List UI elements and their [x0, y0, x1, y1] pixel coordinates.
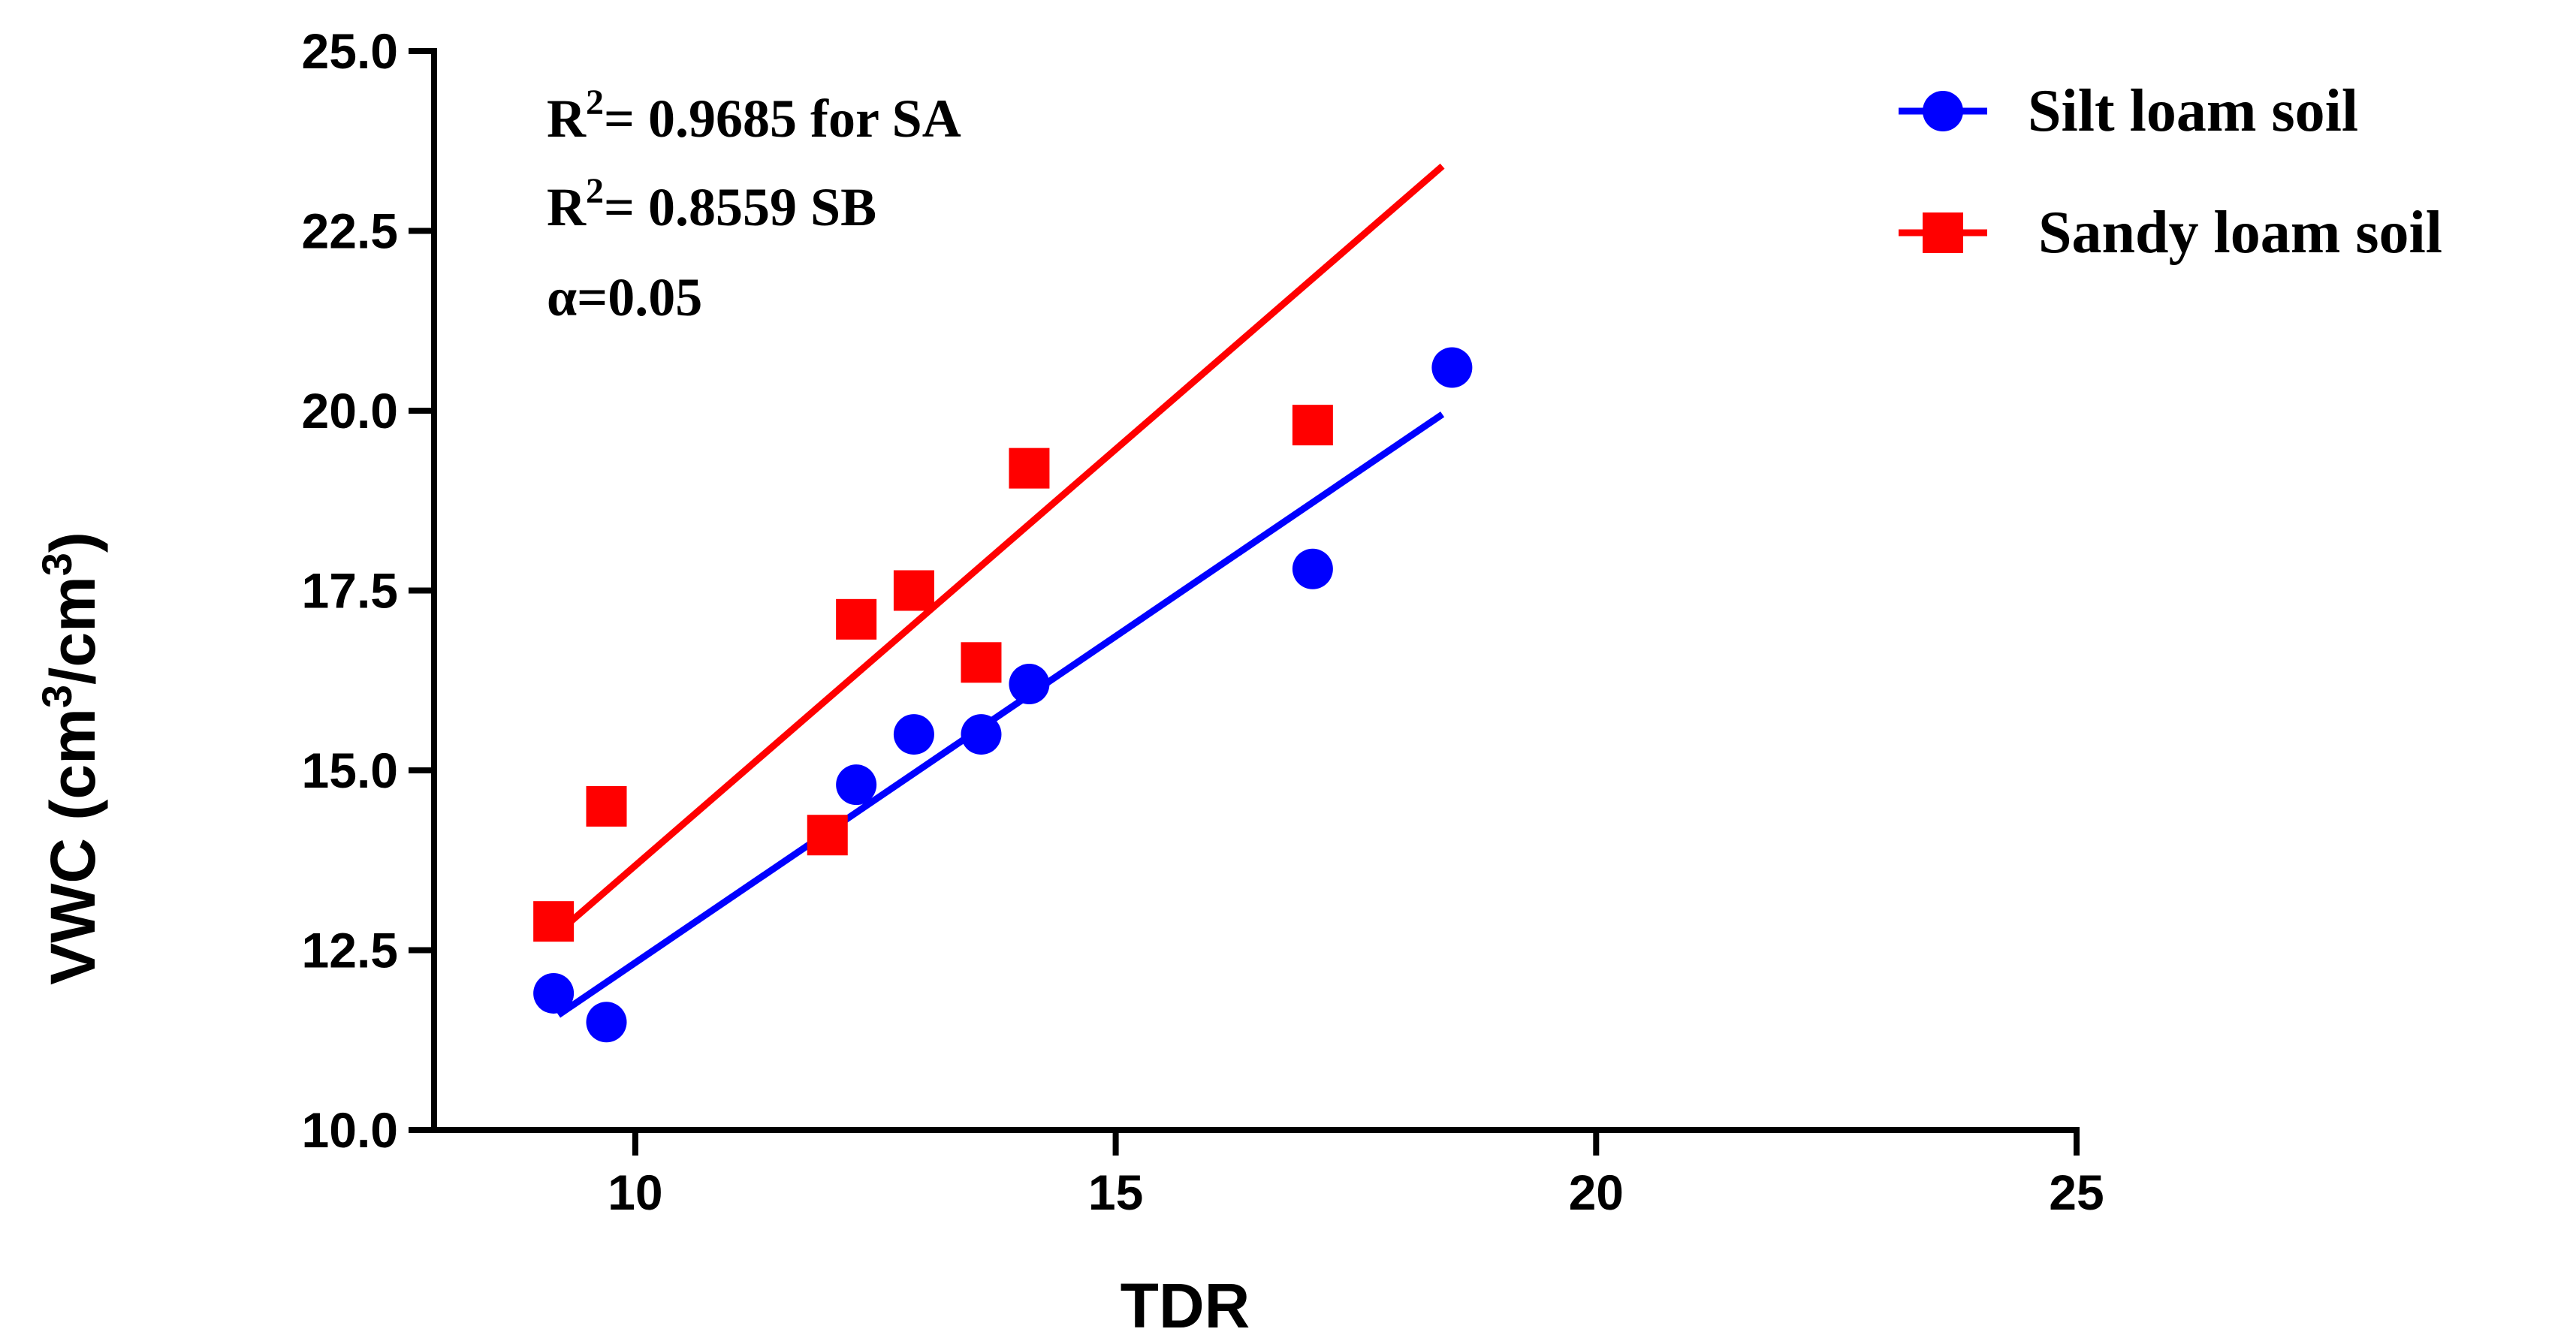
x-axis-ticks: 10 15 20 25	[608, 1130, 2104, 1220]
y-axis-ticks: 10.0 12.5 15.0 17.5 20.0 22.5 25.0	[302, 23, 434, 1158]
sandy-loam-soil-legend-label: Sandy loam soil	[2038, 200, 2442, 266]
silt-loam-soil-legend-marker	[1923, 91, 1963, 131]
sandy-loam-soil-point	[586, 785, 627, 827]
y-tick-label: 10.0	[302, 1102, 398, 1158]
x-axis-title: TDR	[1121, 1270, 1250, 1341]
silt-loam-soil-point	[1292, 548, 1333, 589]
silt-loam-soil-fit-line	[557, 411, 1445, 1018]
silt-loam-soil-legend-label: Silt loam soil	[2028, 78, 2358, 144]
sandy-loam-soil-fit-line	[556, 163, 1445, 935]
y-tick-label: 15.0	[302, 743, 398, 798]
y-axis-title-sup2: 3	[33, 553, 80, 576]
data-points	[533, 347, 1473, 1043]
sandy-loam-soil-legend-marker	[1923, 212, 1963, 253]
sandy-loam-soil-point	[533, 901, 575, 942]
y-tick-label: 22.5	[302, 203, 398, 259]
stats-annotation: α=0.05	[547, 267, 702, 327]
y-tick-label: 12.5	[302, 923, 398, 978]
y-axis-title-mid: /cm	[38, 576, 108, 685]
x-tick-label: 15	[1088, 1165, 1143, 1220]
y-tick-label: 17.5	[302, 563, 398, 619]
silt-loam-soil-point	[1009, 664, 1050, 705]
y-axis-title-pre: VWC (cm	[38, 708, 108, 985]
y-axis-title: VWC (cm3/cm3)	[33, 532, 109, 985]
y-axis-title-post: )	[38, 532, 108, 553]
sandy-loam-soil-point	[893, 570, 934, 611]
silt-loam-soil-point	[1431, 347, 1473, 388]
silt-loam-soil-point	[961, 714, 1002, 755]
sandy-loam-soil-point	[1292, 405, 1333, 446]
y-tick-label: 25.0	[302, 23, 398, 79]
axes: 10.0 12.5 15.0 17.5 20.0 22.5 25.0 10 15 20 25	[302, 23, 2104, 1220]
silt-loam-soil-point	[586, 1002, 627, 1043]
x-tick-label: 20	[1569, 1165, 1624, 1220]
y-tick-label: 20.0	[302, 383, 398, 438]
silt-loam-soil-point	[836, 764, 877, 806]
regression-lines	[556, 163, 1445, 1018]
x-tick-label: 25	[2049, 1165, 2104, 1220]
stats-annotation: R2= 0.9685 for SA	[547, 83, 961, 149]
stats-annotations: R2= 0.9685 for SA R2= 0.8559 SB α=0.05	[547, 83, 961, 327]
x-tick-label: 10	[608, 1165, 662, 1220]
sandy-loam-soil-point	[836, 598, 877, 640]
legend: Silt loam soil Sandy loam soil	[1899, 78, 2442, 266]
y-axis-title-sup1: 3	[33, 685, 80, 708]
silt-loam-soil-point	[533, 972, 575, 1014]
silt-loam-soil-point	[893, 714, 934, 755]
sandy-loam-soil-point	[807, 815, 848, 856]
sandy-loam-soil-point	[961, 642, 1002, 683]
stats-annotation: R2= 0.8559 SB	[547, 171, 876, 237]
sandy-loam-soil-point	[1009, 447, 1050, 489]
